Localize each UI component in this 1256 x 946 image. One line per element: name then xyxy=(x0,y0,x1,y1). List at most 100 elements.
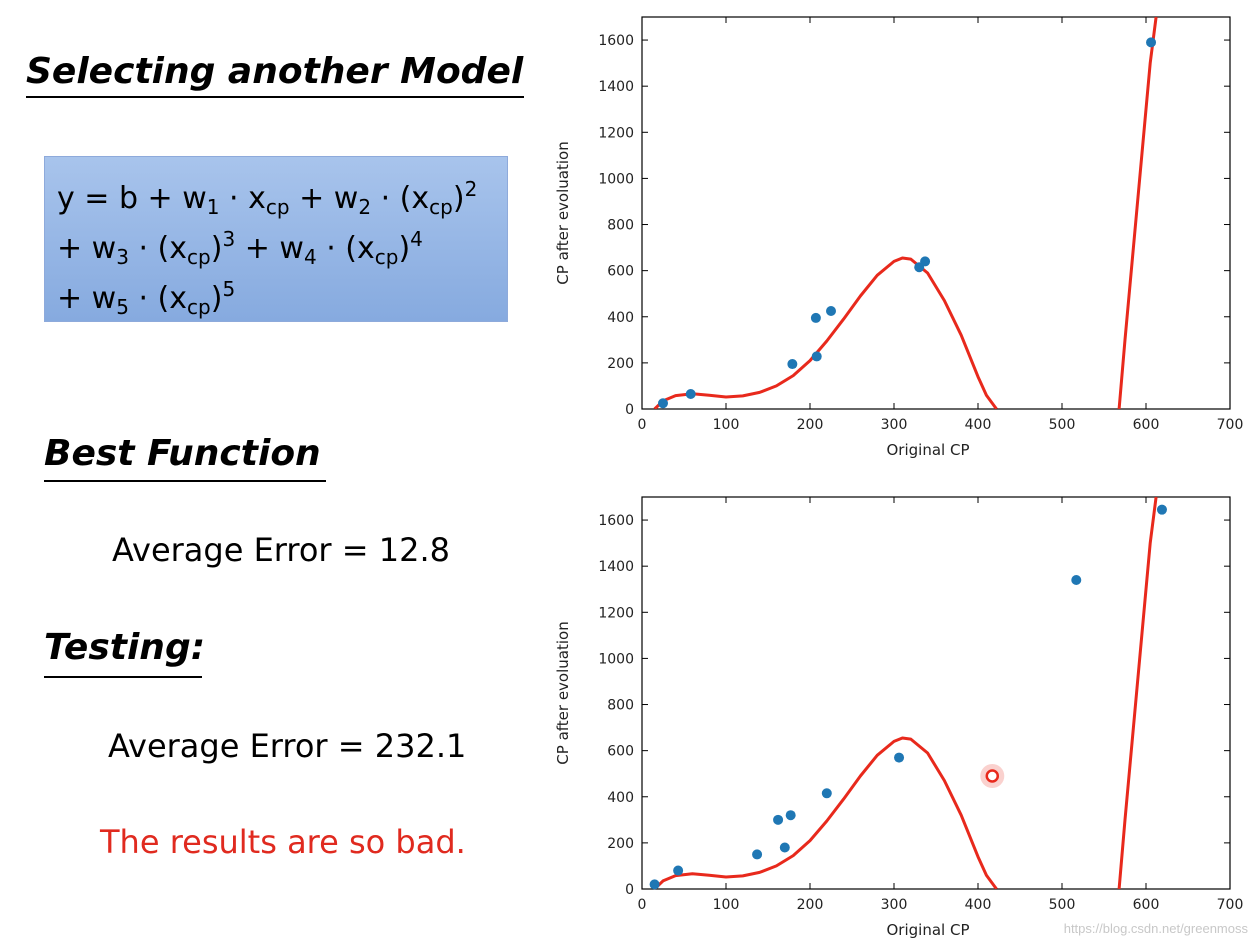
train-x-tick-label: 200 xyxy=(797,417,824,433)
formula-text: ) xyxy=(210,231,223,266)
formula-sub: cp xyxy=(187,245,211,269)
best-function-heading: Best Function xyxy=(44,433,321,474)
conclusion-text: The results are so bad. xyxy=(100,823,466,861)
test-data-point xyxy=(785,810,796,821)
formula-text: + w xyxy=(57,231,117,266)
formula-sub: cp xyxy=(374,245,399,269)
title-underline xyxy=(26,96,524,98)
test-data-point xyxy=(773,814,784,825)
formula-sub: 2 xyxy=(358,195,372,219)
train-y-tick-label: 1400 xyxy=(598,79,634,95)
formula-text: ) xyxy=(452,181,465,216)
test-x-tick-label: 100 xyxy=(713,897,740,913)
train-x-tick-label: 600 xyxy=(1133,417,1160,433)
training-error-text: Average Error = 12.8 xyxy=(112,531,450,569)
train-data-point xyxy=(787,359,798,370)
train-data-point xyxy=(920,256,931,267)
train-data-point xyxy=(811,351,822,362)
test-x-tick-label: 200 xyxy=(797,897,824,913)
train-y-tick-label: 800 xyxy=(607,218,634,234)
train-fit-curve-2 xyxy=(1117,17,1158,409)
train-x-axis-label: Original CP xyxy=(887,441,970,459)
train-y-tick-label: 1600 xyxy=(598,33,634,49)
test-y-tick-label: 600 xyxy=(607,744,634,760)
testing-error-text: Average Error = 232.1 xyxy=(108,727,467,765)
test-chart-group: 0 100 200 300 400 500 600 700 0 200 400 600 800 1000 1… xyxy=(554,496,1244,939)
formula-sub: 4 xyxy=(303,245,317,269)
train-fit-curve-1 xyxy=(653,256,998,409)
train-y-tick-label: 0 xyxy=(625,402,634,418)
train-y-tick-label: 1200 xyxy=(598,125,634,141)
train-x-tick-label: 100 xyxy=(713,417,740,433)
formula-sub: 3 xyxy=(116,245,129,269)
train-data-point xyxy=(810,312,821,323)
test-x-tick-label: 600 xyxy=(1133,897,1160,913)
formula-text: + w xyxy=(57,281,117,316)
test-y-tick-label: 800 xyxy=(607,698,634,714)
test-y-tick-label: 1200 xyxy=(598,605,634,621)
slide-title: Selecting another Model xyxy=(26,51,524,92)
test-y-tick-label: 200 xyxy=(607,836,634,852)
train-x-tick-label: 500 xyxy=(1049,417,1076,433)
formula-text: ) xyxy=(210,281,223,316)
test-x-tick-label: 300 xyxy=(881,897,908,913)
test-fit-curve-2 xyxy=(1117,497,1158,889)
formula-sub: cp xyxy=(265,195,290,219)
formula-text: ) xyxy=(398,231,411,266)
testing-underline xyxy=(44,676,202,678)
train-data-point xyxy=(826,306,836,316)
testing-heading: Testing: xyxy=(44,627,206,668)
test-x-tick-label: 700 xyxy=(1217,897,1244,913)
test-fit-curve-1 xyxy=(653,736,998,889)
formula-sub: cp xyxy=(187,295,211,319)
test-y-tick-label: 400 xyxy=(607,790,634,806)
test-x-tick-label: 500 xyxy=(1049,897,1076,913)
train-x-tick-label: 700 xyxy=(1217,417,1244,433)
train-y-tick-label: 1000 xyxy=(598,171,634,187)
formula-sup: 3 xyxy=(222,227,236,251)
test-data-point xyxy=(894,752,905,763)
test-y-tick-label: 1400 xyxy=(598,559,634,575)
formula-text: y = b + w xyxy=(57,181,207,216)
train-x-tick-label: 0 xyxy=(638,417,647,433)
best-function-underline xyxy=(44,480,326,482)
test-plot-frame xyxy=(641,496,1231,890)
model-formula-box: y = b + w1 · xcp + w2 · (xcp)2 + w3 · (x… xyxy=(44,156,508,322)
train-data-point xyxy=(658,398,668,409)
train-y-tick-label: 400 xyxy=(607,310,634,326)
test-data-point xyxy=(752,849,763,860)
test-data-point xyxy=(1156,504,1167,515)
test-data-point xyxy=(821,788,832,799)
train-x-tick-label: 300 xyxy=(881,417,908,433)
test-y-tick-label: 1600 xyxy=(598,513,634,529)
formula-text: · (x xyxy=(316,231,375,266)
train-y-axis-label: CP after evoluation xyxy=(554,141,572,284)
train-plot-frame xyxy=(641,16,1231,410)
formula-text: + w xyxy=(235,231,304,266)
test-data-point xyxy=(779,842,790,853)
test-y-tick-label: 0 xyxy=(625,882,634,898)
formula-text: · x xyxy=(219,181,266,216)
train-data-point xyxy=(1146,37,1157,48)
formula-sub: 1 xyxy=(206,195,220,219)
formula-sup: 4 xyxy=(410,227,423,251)
formula-text: · (x xyxy=(128,281,188,316)
test-data-point xyxy=(673,865,684,876)
test-y-axis-label: CP after evoluation xyxy=(554,621,572,764)
train-x-tick-label: 400 xyxy=(965,417,992,433)
formula-sub: cp xyxy=(429,195,453,219)
test-data-point xyxy=(1071,575,1082,586)
test-highlight-point xyxy=(985,769,1000,783)
formula-text: · (x xyxy=(371,181,430,216)
formula-text: + w xyxy=(289,181,359,216)
test-data-point xyxy=(649,879,660,890)
train-data-point xyxy=(685,389,696,400)
formula-sup: 2 xyxy=(464,177,478,201)
formula-text: · (x xyxy=(128,231,188,266)
formula-line-3: + w5 · (xcp)5 xyxy=(57,279,235,317)
test-x-tick-label: 0 xyxy=(638,897,647,913)
train-chart-group: 0 100 200 300 400 500 600 700 0 200 400 600 800 1000 1… xyxy=(554,16,1244,459)
test-y-tick-label: 1000 xyxy=(598,651,634,667)
watermark-text: https://blog.csdn.net/greenmoss xyxy=(1063,921,1248,936)
